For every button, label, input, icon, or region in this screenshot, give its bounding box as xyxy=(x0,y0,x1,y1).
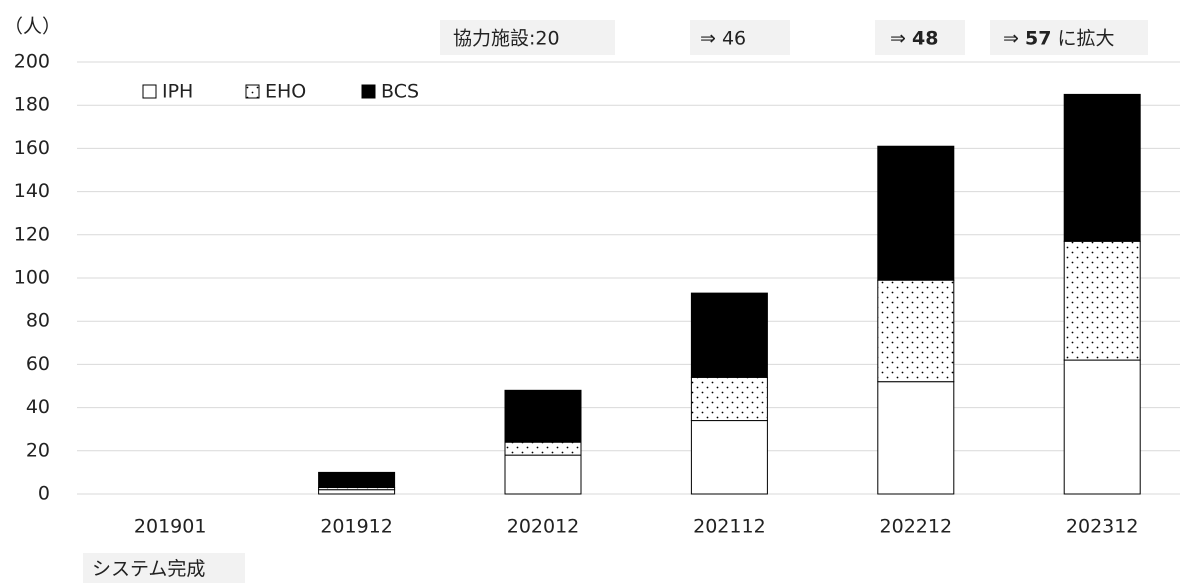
annotation: 協力施設:20 xyxy=(453,27,560,49)
legend-swatch xyxy=(142,84,157,99)
bar-segment xyxy=(504,454,582,495)
legend-swatch xyxy=(245,84,260,99)
annotation: ⇒ 48 xyxy=(890,27,938,49)
x-tick-label: 201901 xyxy=(134,516,207,538)
annotation-part: ⇒ 46 xyxy=(700,27,746,49)
bar-segment xyxy=(1063,240,1141,361)
bar-segment xyxy=(877,145,955,281)
annotation-part: 協力施設:20 xyxy=(453,27,560,49)
annotation-box xyxy=(690,20,790,55)
annotation-part: ⇒ xyxy=(1003,27,1025,49)
annotation: ⇒ 57 に拡大 xyxy=(1003,27,1114,49)
annotation-part: 57 xyxy=(1025,27,1051,49)
bar-segment xyxy=(877,279,955,383)
y-tick-label: 20 xyxy=(26,439,50,461)
annotation-box xyxy=(990,20,1148,55)
bar-segment xyxy=(690,376,768,422)
annotation: ⇒ 46 xyxy=(700,27,746,49)
bar-segment xyxy=(1063,359,1141,495)
bar-segment xyxy=(690,420,768,495)
annotation-box xyxy=(875,20,965,55)
y-tick-label: 160 xyxy=(14,137,50,159)
annotation: システム完成 xyxy=(92,558,205,580)
y-tick-label: 40 xyxy=(26,396,50,418)
y-tick-label: 180 xyxy=(14,94,50,116)
legend-swatch xyxy=(361,84,376,99)
y-tick-label: 200 xyxy=(14,51,50,73)
annotation-box xyxy=(440,20,615,55)
bar-segment xyxy=(690,292,768,378)
y-unit-label: （人） xyxy=(4,16,61,38)
bar-segment xyxy=(318,471,396,489)
annotation-part: ⇒ xyxy=(890,27,912,49)
legend-label: EHO xyxy=(265,81,306,103)
bar-segment xyxy=(504,389,582,443)
legend-label: BCS xyxy=(381,81,419,103)
y-tick-label: 80 xyxy=(26,310,50,332)
y-tick-label: 120 xyxy=(14,223,50,245)
bar-segment xyxy=(318,489,396,495)
x-tick-label: 201912 xyxy=(320,516,393,538)
annotation-part: 48 xyxy=(912,27,938,49)
bar-segment xyxy=(877,381,955,495)
x-tick-label: 202012 xyxy=(507,516,580,538)
bar-segment xyxy=(1063,93,1141,242)
annotation-box xyxy=(83,553,245,583)
legend-label: IPH xyxy=(162,81,193,103)
y-tick-label: 100 xyxy=(14,267,50,289)
bar-segment xyxy=(504,441,582,456)
y-tick-label: 0 xyxy=(38,483,50,505)
y-tick-label: 140 xyxy=(14,180,50,202)
annotation-part: に拡大 xyxy=(1051,27,1114,49)
x-tick-label: 202312 xyxy=(1066,516,1139,538)
x-tick-label: 202212 xyxy=(880,516,953,538)
x-tick-label: 202112 xyxy=(693,516,766,538)
y-tick-label: 60 xyxy=(26,353,50,375)
annotation-part: システム完成 xyxy=(92,558,205,580)
